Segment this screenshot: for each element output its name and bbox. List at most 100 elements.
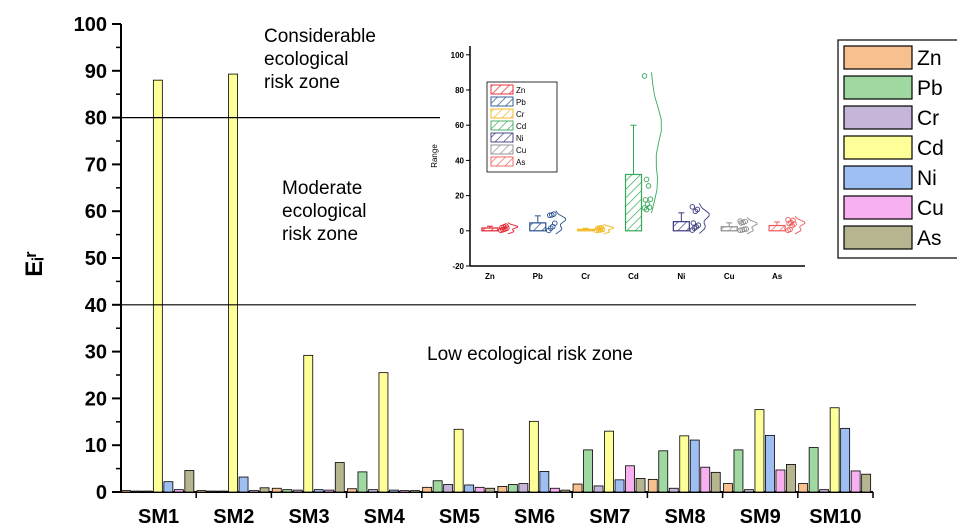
bar-cd-sm2 [228,73,238,493]
bar-cr-sm3 [292,489,303,493]
inset-bar-zn [481,227,499,232]
inset-point [596,225,603,231]
bar-cu-sm6 [549,487,560,493]
bar-cu-sm5 [474,486,485,493]
inset-distribution-curve [507,222,519,235]
inset-legend-swatch-as [490,156,514,167]
inset-point [690,220,697,226]
bar-pb-sm8 [658,450,669,493]
y-tick-label: 80 [85,108,107,130]
y-tick-label: 50 [85,248,107,270]
legend-label-pb: Pb [917,77,943,100]
zone-annotation-line: risk zone [282,224,358,245]
inset-legend-swatch-ni [490,132,514,143]
inset-legend-label-cd: Cd [516,122,526,131]
inset-point [689,204,696,210]
legend-swatch-as [843,225,913,250]
inset-y-tick-label: 40 [455,156,464,165]
inset-point [790,217,796,224]
x-tick-label: SM2 [213,506,254,528]
inset-point [643,176,650,183]
x-tick-label: SM3 [288,506,329,528]
bar-cu-sm9 [775,469,786,493]
y-axis-label: Eᵢʳ [21,251,48,276]
inset-point [598,224,605,231]
y-tick-label: 0 [96,482,107,504]
inset-y-tick-label: 0 [460,227,465,236]
bar-as-sm5 [485,487,496,493]
inset-legend-swatch-cu [490,144,514,155]
bar-cu-sm1 [173,489,184,493]
zone-annotation-line: risk zone [264,72,340,93]
bar-pb-sm4 [357,471,368,493]
bar-ni-sm4 [389,489,399,493]
y-tick-label: 100 [74,14,107,36]
bar-zn-sm6 [497,485,508,493]
inset-point [695,222,702,228]
legend-swatch-cu [843,195,913,220]
bar-pb-sm3 [282,489,293,493]
y-tick-label: 10 [85,435,107,457]
inset-distribution-curve [555,210,566,235]
bar-as-sm8 [710,471,721,493]
bar-cd-sm7 [604,430,614,493]
bar-zn-sm8 [647,478,658,493]
bar-as-sm6 [560,489,571,493]
zone-annotation-line: Low ecological risk zone [427,344,633,365]
y-tick-label: 20 [85,388,107,410]
legend-label-cd: Cd [917,137,944,160]
inset-point [645,183,652,189]
bar-as-sm4 [410,490,420,493]
bar-cr-sm10 [819,489,830,493]
bar-ni-sm9 [765,434,775,493]
inset-distribution-curve [603,223,614,235]
bar-as-sm1 [184,470,195,493]
inset-y-tick-label: -20 [452,262,464,271]
inset-bar-cr [577,228,595,232]
legend-swatch-ni [843,165,913,190]
inset-legend-swatch-zn [490,84,514,95]
bar-as-sm7 [635,478,646,493]
zone-annotation-line: Considerable [264,26,376,47]
inset-legend-label-cu: Cu [516,146,526,155]
inset-legend-label-pb: Pb [516,98,526,107]
bar-as-sm9 [786,463,796,493]
bar-as-sm3 [334,462,345,493]
inset-legend-swatch-cd [490,120,514,131]
inset-legend-swatch-cr [490,108,514,119]
bar-cd-sm1 [152,79,163,493]
y-tick-label: 90 [85,61,107,83]
inset-point [551,211,557,217]
bar-zn-sm9 [723,483,733,493]
inset-point [641,73,648,79]
inset-bar-cu [720,226,738,232]
bar-cr-sm4 [368,489,378,493]
zone-annotation-line: ecological [282,201,367,222]
inset-y-tick-label: 60 [455,121,464,130]
inset-point [647,196,654,202]
y-tick-label: 40 [85,295,107,317]
y-tick-label: 70 [85,154,107,176]
x-tick-label: SM8 [664,506,705,528]
inset-bar-as [768,224,786,232]
y-tick-label: 60 [85,201,107,223]
inset-y-axis-label: Range [430,144,439,168]
legend-label-ni: Ni [917,167,937,190]
inset-x-tick-label: Ni [677,272,685,281]
bar-zn-sm5 [422,486,433,493]
bar-cu-sm8 [700,466,711,493]
x-tick-label: SM9 [740,506,781,528]
bar-pb-sm7 [583,449,593,493]
zone-annotation-line: Moderate [282,178,362,199]
inset-distribution-curve [746,217,758,235]
inset-legend-label-zn: Zn [516,86,525,95]
inset-point [737,218,743,224]
bar-cu-sm2 [249,490,259,493]
inset-y-tick-label: 20 [455,192,464,201]
bar-cu-sm4 [399,490,410,493]
inset-point [785,216,791,223]
inset-y-tick-label: 100 [451,51,465,60]
x-tick-label: SM7 [589,506,630,528]
